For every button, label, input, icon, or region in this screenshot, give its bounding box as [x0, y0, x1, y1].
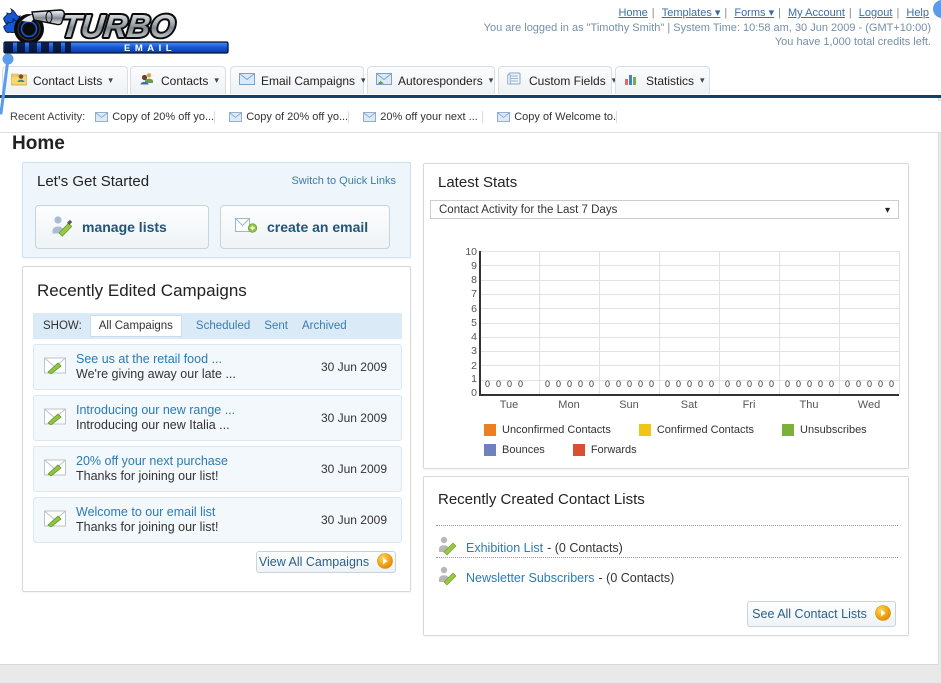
- svg-text:EMAIL: EMAIL: [124, 43, 176, 54]
- svg-text:TURBO: TURBO: [60, 8, 178, 44]
